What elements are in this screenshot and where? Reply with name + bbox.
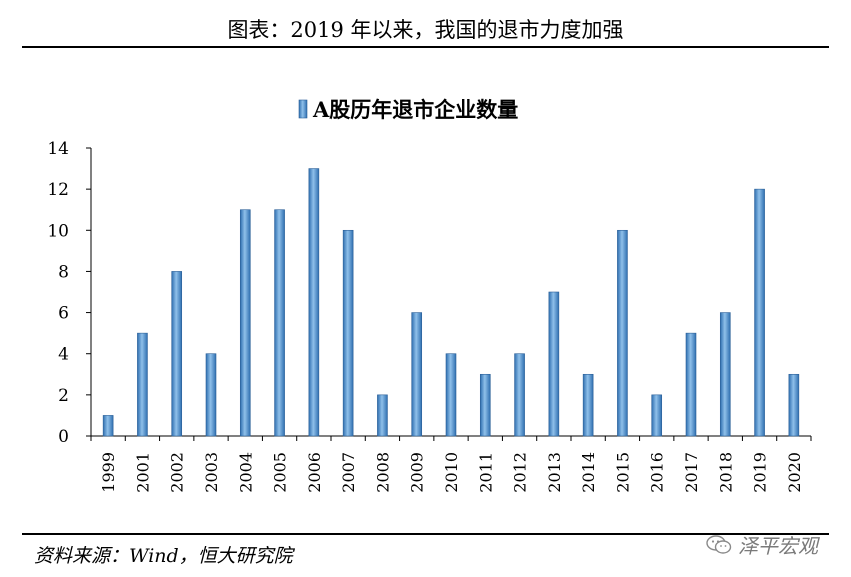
bar [411,312,423,437]
x-tick-label: 2001 [133,452,152,493]
bar [171,271,183,437]
x-tick-label: 2015 [613,452,632,493]
wechat-icon [706,534,732,554]
x-tick-label: 2019 [751,452,770,493]
legend-label: A股历年退市企业数量 [312,97,518,122]
x-tick-label: 2003 [202,452,221,493]
x-tick-label: 2020 [785,452,804,493]
x-tick-label: 2017 [682,452,701,493]
bar [308,168,320,437]
bars [102,168,800,437]
bar [548,291,560,437]
y-tick-label: 8 [58,262,69,282]
bar [205,353,217,437]
y-tick-label: 12 [47,180,69,200]
x-tick-label: 2013 [545,452,564,493]
x-tick-label: 2010 [442,452,461,493]
watermark: 泽平宏观 [706,530,818,559]
y-tick-label: 6 [58,304,69,324]
y-tick-label: 14 [47,139,69,159]
bar [239,209,251,437]
x-tick-label: 2008 [373,452,392,493]
x-tick-label: 1999 [99,452,118,493]
top-rule [22,46,829,48]
bar [617,229,628,437]
x-tick-label: 2016 [648,452,667,493]
x-tick-label: 2011 [476,452,495,493]
bar [479,373,491,437]
x-axis-ticks: 1999 2001 2002 2003 2004 2005 2006 2007 2008 2009… [90,436,812,493]
x-tick-label: 2002 [168,452,187,493]
figure-title: 图表：2019 年以来，我国的退市力度加强 [227,18,624,42]
bar [719,312,731,437]
x-tick-label: 2007 [339,452,358,493]
bottom-rule [22,533,829,535]
bar [445,353,457,437]
y-tick-label: 0 [58,427,69,447]
x-tick-label: 2005 [271,452,290,493]
bar [102,415,114,437]
x-tick-label: 2009 [408,452,427,493]
bar [788,373,800,437]
x-tick-label: 2014 [579,452,598,493]
x-tick-label: 2006 [305,452,324,493]
bar [274,209,285,437]
y-axis-ticks: 0 2 4 6 8 10 12 14 [47,139,91,447]
source-note: 资料来源：Wind，恒大研究院 [34,545,293,567]
bar [685,332,697,437]
bar [651,394,663,437]
x-tick-label: 2004 [236,452,255,493]
bar [342,229,354,437]
y-tick-label: 4 [58,345,69,365]
legend-swatch [298,99,308,119]
bar [514,353,525,437]
bar [754,188,765,437]
y-tick-label: 10 [47,221,69,241]
x-tick-label: 2012 [511,452,530,493]
y-tick-label: 2 [58,386,69,406]
bar [377,394,388,437]
x-tick-label: 2018 [716,452,735,493]
legend: A股历年退市企业数量 [298,97,518,122]
bar [137,332,148,437]
watermark-text: 泽平宏观 [738,534,818,558]
bar [582,373,594,437]
